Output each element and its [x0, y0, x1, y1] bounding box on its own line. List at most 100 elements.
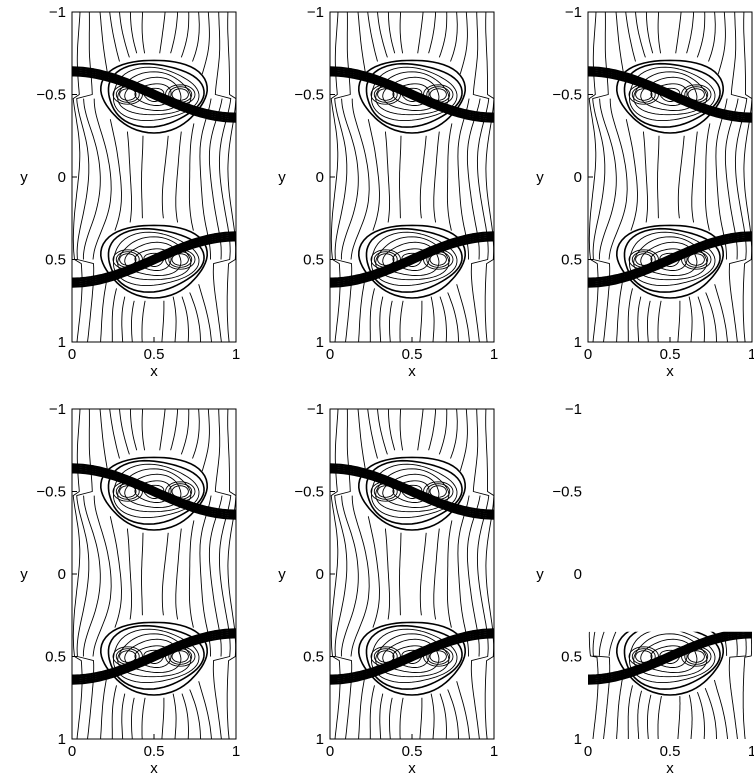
- contour-line: [109, 12, 120, 62]
- x-tick-label: 1: [232, 743, 240, 760]
- eye-contour: [640, 76, 698, 112]
- shear-band: [72, 467, 236, 516]
- y-tick-label: −0.5: [294, 87, 324, 104]
- eye-lobe: [631, 251, 656, 268]
- y-tick-label: 0: [574, 169, 582, 186]
- shear-band: [330, 68, 494, 117]
- contour-line: [430, 296, 435, 342]
- contour-line: [82, 98, 101, 260]
- shear-band: [72, 72, 236, 121]
- contour-line: [637, 296, 642, 342]
- contour-line: [212, 409, 232, 739]
- contour-line: [457, 98, 470, 260]
- eye-lobe: [687, 253, 705, 266]
- contour-line: [450, 12, 458, 62]
- eye-contour: [365, 624, 463, 690]
- contour-line: [588, 631, 599, 739]
- eye-lobe: [681, 646, 712, 667]
- contour-line: [141, 12, 146, 54]
- contour-line: [728, 12, 748, 342]
- contour-line: [92, 98, 112, 260]
- y-tick-label: 0.5: [45, 649, 66, 666]
- eye-contour: [365, 227, 463, 293]
- x-axis-label: x: [666, 760, 674, 777]
- contour-line: [92, 495, 112, 657]
- eye-lobe: [112, 646, 143, 667]
- y-tick-label: 0: [316, 169, 324, 186]
- eye-contour: [633, 633, 708, 678]
- eye-lobe: [684, 251, 709, 268]
- eye-lobe: [628, 646, 659, 667]
- contour-line: [109, 409, 120, 459]
- contour-line: [192, 12, 200, 62]
- contour-line: [131, 697, 135, 739]
- contour-line: [358, 677, 366, 739]
- contour-line: [161, 697, 165, 739]
- eye-contour: [375, 236, 450, 281]
- eye-lobe: [377, 650, 395, 663]
- shear-band: [330, 632, 494, 681]
- eye-lobe: [628, 84, 659, 105]
- eye-contour: [117, 468, 192, 513]
- shear-band: [588, 231, 752, 280]
- eye-contour: [358, 224, 466, 299]
- contour-line: [340, 495, 359, 657]
- contour-line: [742, 12, 752, 342]
- eye-lobe: [373, 483, 398, 500]
- eye-contour: [392, 248, 430, 271]
- eye-lobe: [171, 485, 189, 498]
- eye-lobe: [429, 253, 447, 266]
- contour-line: [399, 12, 404, 54]
- x-tick-label: 0: [584, 346, 592, 363]
- shear-band: [330, 463, 494, 512]
- shear-band: [72, 632, 236, 681]
- eye-lobe: [165, 481, 196, 502]
- contour-line: [161, 135, 169, 219]
- shear-band: [588, 70, 752, 119]
- shear-band: [330, 239, 494, 288]
- contour-line: [377, 12, 388, 58]
- y-tick-label: −1: [565, 4, 582, 21]
- shear-band: [72, 630, 236, 679]
- contour-field: [72, 409, 236, 739]
- y-tick-label: 1: [316, 334, 324, 351]
- shear-band: [330, 233, 494, 282]
- contour-line: [357, 12, 366, 74]
- contour-line: [367, 409, 378, 459]
- contour-line: [377, 409, 388, 455]
- contour-line: [350, 98, 370, 260]
- eye-lobe: [119, 88, 137, 101]
- contour-line: [484, 12, 494, 342]
- contour-line: [399, 300, 404, 342]
- eye-contour: [124, 76, 182, 112]
- shear-band: [72, 471, 236, 520]
- contour-line: [199, 495, 212, 657]
- eye-lobe: [377, 88, 395, 101]
- shear-band: [72, 70, 236, 119]
- contour-line: [459, 12, 468, 75]
- eye-contour: [117, 71, 192, 116]
- x-tick-label: 0: [326, 346, 334, 363]
- contour-line: [470, 409, 490, 739]
- contour-line: [387, 409, 396, 451]
- eye-contour: [371, 628, 458, 684]
- eye-contour: [100, 224, 208, 299]
- y-tick-label: −1: [49, 401, 66, 418]
- eye-lobe: [171, 88, 189, 101]
- x-tick-label: 1: [490, 346, 498, 363]
- y-tick-label: 0.5: [561, 252, 582, 269]
- shear-band: [330, 469, 494, 518]
- eye-contour: [124, 473, 182, 509]
- eye-lobe: [168, 86, 193, 103]
- shear-band: [72, 66, 236, 115]
- eye-contour: [616, 59, 724, 134]
- eye-contour: [629, 66, 716, 122]
- contour-line: [419, 135, 427, 219]
- eye-contour: [107, 459, 205, 525]
- eye-lobe: [115, 648, 140, 665]
- eye-contour: [100, 456, 208, 531]
- contour-line: [161, 300, 165, 342]
- eye-contour: [401, 87, 423, 102]
- contour-line: [212, 12, 232, 342]
- eye-contour: [100, 59, 208, 134]
